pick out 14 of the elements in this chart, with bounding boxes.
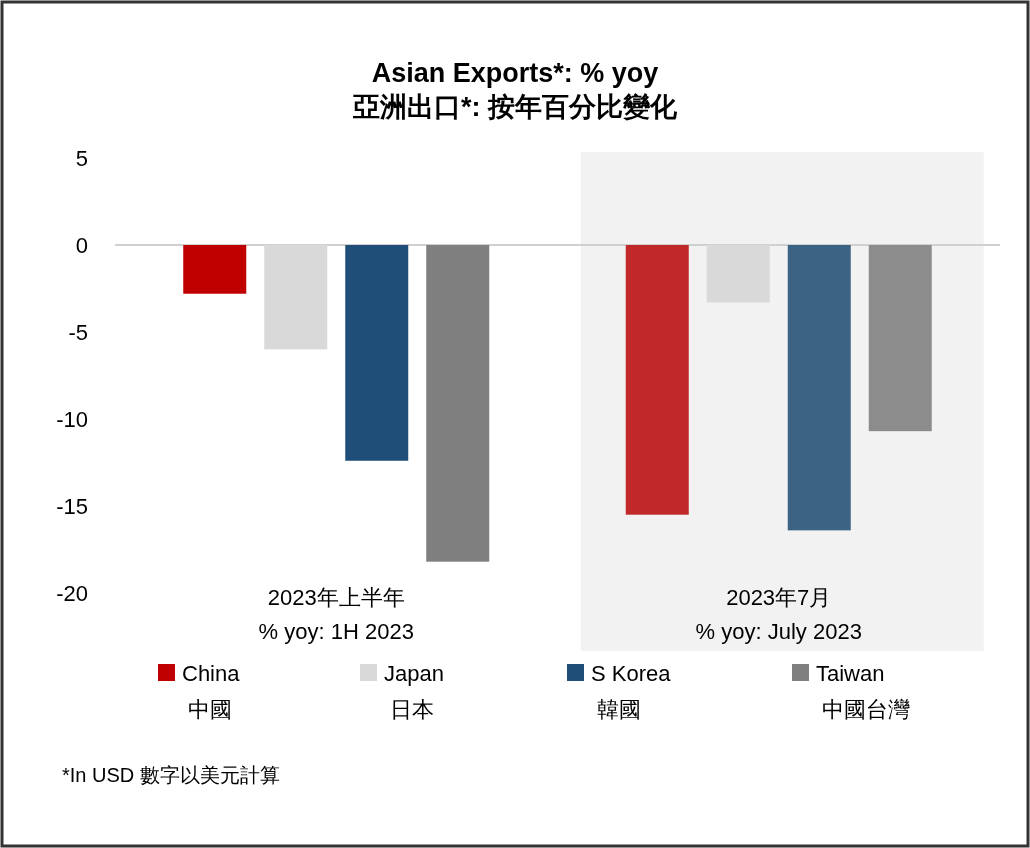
- legend-label: S Korea 韓國: [591, 661, 672, 722]
- chart-title: Asian Exports*: % yoy 亞洲出口*: 按年百分比變化: [352, 58, 678, 122]
- y-tick-label: 5: [75, 146, 88, 171]
- legend-label: China 中國: [182, 661, 241, 722]
- x-tick-label: 2023年7月 % yoy: July 2023: [695, 585, 862, 644]
- y-tick-label: -5: [68, 320, 88, 345]
- x-tick-label: 2023年上半年 % yoy: 1H 2023: [258, 585, 414, 644]
- y-tick-label: 0: [75, 233, 88, 258]
- y-tick-label: -10: [56, 407, 88, 432]
- y-tick-label: -20: [56, 581, 88, 606]
- legend-label: Taiwan 中國台灣: [816, 661, 910, 722]
- legend-label: Japan 日本: [384, 661, 444, 722]
- text: *In USD 數字以美元計算: [62, 764, 280, 786]
- y-tick-label: -15: [56, 494, 88, 519]
